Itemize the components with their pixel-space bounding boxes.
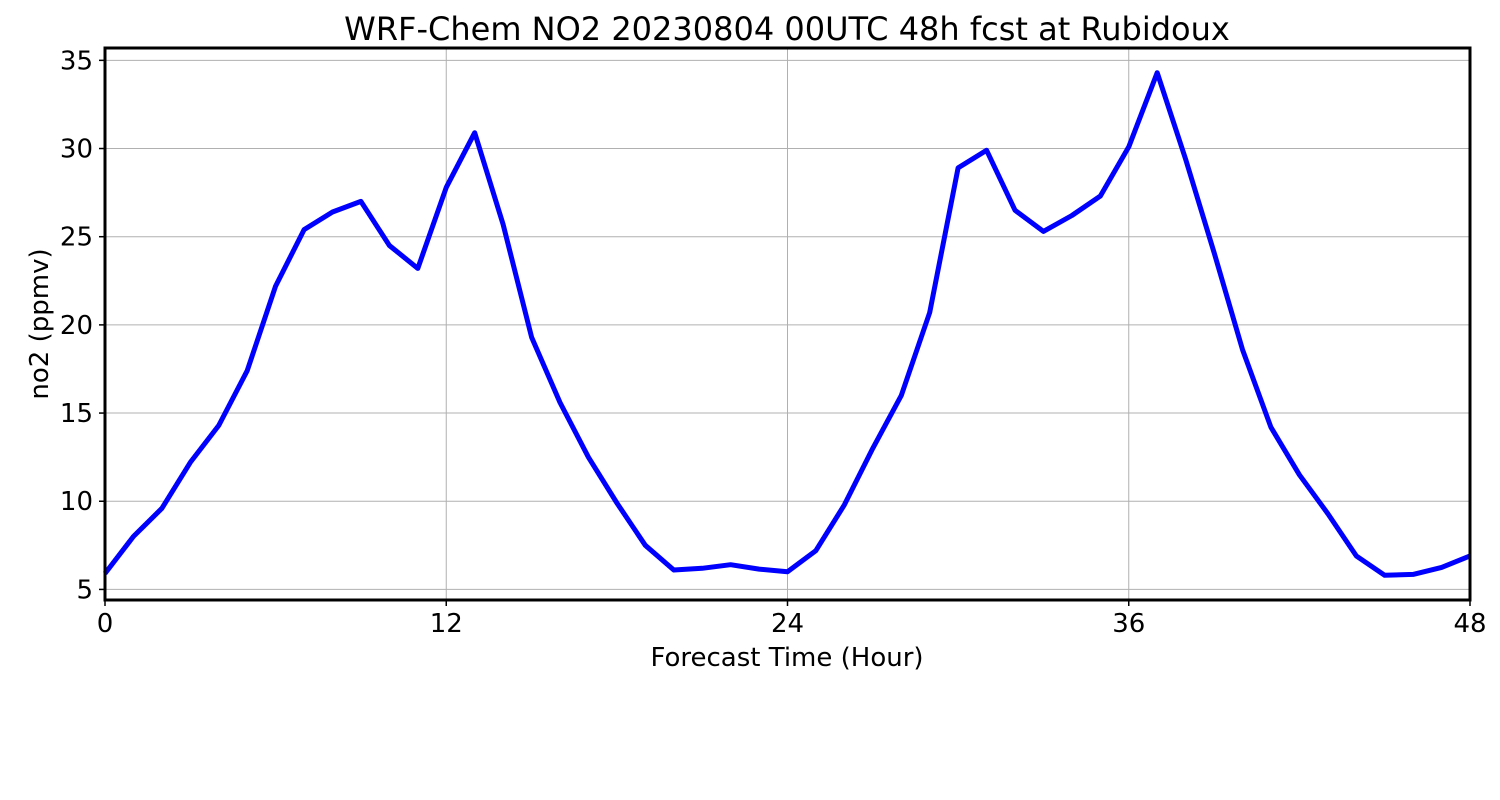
- x-tick-labels: 0 12 24 36 48: [97, 609, 1487, 639]
- y-tick-label: 10: [60, 487, 93, 517]
- x-tick-label: 24: [771, 609, 804, 639]
- y-tick-label: 30: [60, 135, 93, 165]
- series-layer: [103, 70, 1471, 578]
- y-tick-label: 25: [60, 223, 93, 253]
- x-tick-label: 48: [1453, 609, 1486, 639]
- x-tick-label: 36: [1112, 609, 1145, 639]
- y-tick-label: 20: [60, 311, 93, 341]
- tick-marks: [99, 59, 1471, 606]
- x-axis-label: Forecast Time (Hour): [650, 643, 923, 673]
- y-axis-label: no2 (ppmv): [25, 248, 55, 399]
- no2-series-line: [103, 70, 1471, 578]
- grid-lines: [104, 48, 1471, 600]
- y-tick-labels: 5 10 15 20 25 30 35: [60, 46, 93, 605]
- x-tick-label: 0: [97, 609, 114, 639]
- y-tick-label: 15: [60, 399, 93, 429]
- x-tick-label: 12: [430, 609, 463, 639]
- y-tick-label: 5: [76, 575, 93, 605]
- y-tick-label: 35: [60, 46, 93, 76]
- chart-title: WRF-Chem NO2 20230804 00UTC 48h fcst at …: [344, 10, 1230, 48]
